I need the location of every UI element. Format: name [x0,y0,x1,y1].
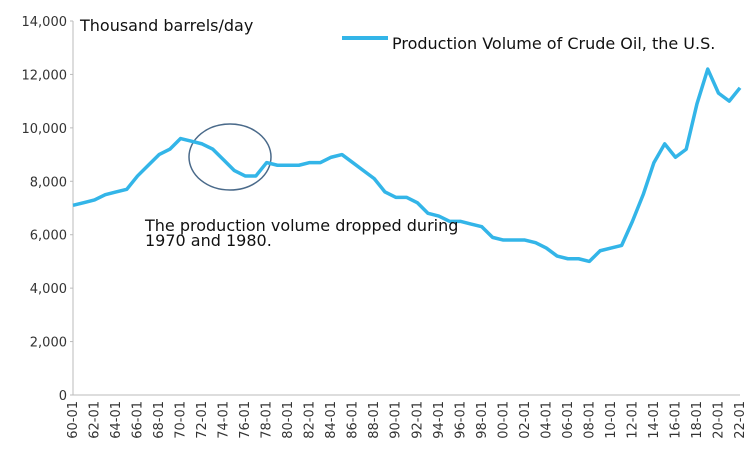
x-tick-label: 74-01 [217,401,232,439]
x-tick-label: 66-01 [131,401,146,439]
x-tick-label: 22-01 [733,401,748,439]
x-tick-label: 02-01 [518,401,533,439]
y-tick-label: 6,000 [30,229,67,244]
x-tick-label: 16-01 [668,401,683,439]
y-tick-label: 12,000 [22,68,68,83]
y-tick-label: 2,000 [30,336,67,351]
x-tick-label: 12-01 [625,401,640,439]
x-tick-label: 86-01 [346,401,361,439]
x-tick-label: 88-01 [367,401,382,439]
x-tick-label: 60-01 [66,401,81,439]
x-tick-label: 84-01 [324,401,339,439]
x-tick-label: 72-01 [195,401,210,439]
y-tick-label: 0 [59,389,67,404]
x-tick-label: 70-01 [174,401,189,439]
x-tick-label: 92-01 [410,401,425,439]
x-tick-label: 06-01 [561,401,576,439]
x-tick-label: 00-01 [496,401,511,439]
x-tick-label: 94-01 [432,401,447,439]
x-tick-label: 96-01 [453,401,468,439]
x-tick-label: 10-01 [604,401,619,439]
x-tick-label: 68-01 [152,401,167,439]
x-tick-label: 14-01 [647,401,662,439]
x-tick-label: 76-01 [238,401,253,439]
y-tick-label: 10,000 [22,122,68,137]
x-tick-label: 62-01 [88,401,103,439]
x-tick-label: 04-01 [539,401,554,439]
x-tick-label: 18-01 [690,401,705,439]
y-tick-label: 14,000 [22,15,68,30]
x-tick-label: 98-01 [475,401,490,439]
x-tick-label: 08-01 [582,401,597,439]
legend-label: Production Volume of Crude Oil, the U.S. [392,34,716,53]
x-tick-label: 78-01 [260,401,275,439]
data-line [72,67,742,264]
x-tick-label: 64-01 [109,401,124,439]
x-tick-label: 80-01 [281,401,296,439]
x-tick-label: 90-01 [389,401,404,439]
y-tick-label: 8,000 [30,175,67,190]
x-tick-label: 82-01 [303,401,318,439]
y-axis-label: Thousand barrels/day [80,16,254,35]
legend-swatch [342,36,388,40]
y-tick-label: 4,000 [30,282,67,297]
annotation: The production volume dropped during 197… [145,216,459,250]
highlight-ellipse [188,123,272,191]
x-tick-label: 20-01 [711,401,726,439]
